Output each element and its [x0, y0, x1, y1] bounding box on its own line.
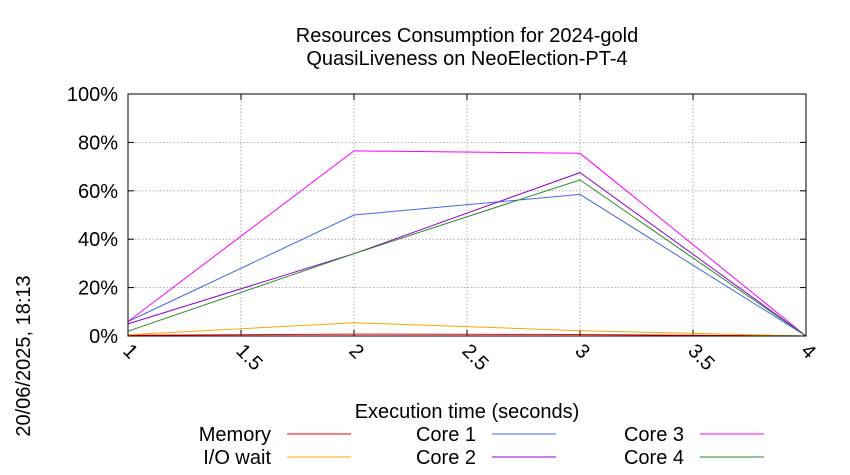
x-tick-label: 2.5: [457, 340, 492, 375]
x-axis-label: Execution time (seconds): [355, 401, 580, 423]
x-tick-label: 2: [344, 340, 367, 363]
legend-label: Core 4: [624, 447, 684, 469]
legend-label: Core 3: [624, 424, 684, 446]
chart-subtitle: QuasiLiveness on NeoElection-PT-4: [306, 48, 627, 70]
series-line-core-2: [127, 172, 807, 337]
x-tick-label: 3: [570, 340, 593, 363]
x-tick-label: 4: [796, 340, 819, 363]
series-line-core-4: [127, 179, 807, 337]
chart-title: Resources Consumption for 2024-gold: [296, 25, 638, 47]
x-tick-label: 1: [118, 340, 141, 363]
grid-lines: [128, 94, 806, 336]
y-tick-label: 20%: [78, 278, 118, 300]
series-line-i-o-wait: [127, 322, 807, 337]
legend-label: Core 2: [416, 447, 476, 469]
x-tick-label: 1.5: [231, 340, 266, 375]
x-tick-label: 3.5: [683, 340, 718, 375]
y-tick-label: 40%: [78, 229, 118, 251]
x-axis-ticks: 1 1.5 2 2.5 3 3.5 4: [118, 94, 820, 375]
y-tick-label: 80%: [78, 132, 118, 154]
series-line-core-3: [127, 150, 807, 337]
legend-label: Memory: [199, 424, 271, 446]
y-tick-label: 0%: [89, 326, 118, 348]
legend-label: I/O wait: [203, 447, 271, 469]
plot-frame: [127, 93, 807, 337]
series-line-memory: [127, 333, 807, 337]
y-tick-label: 60%: [78, 181, 118, 203]
series-lines: [127, 150, 807, 337]
y-tick-label: 100%: [67, 84, 118, 106]
series-line-core-1: [127, 193, 807, 337]
timestamp-label: 20/06/2025, 18:13: [13, 275, 35, 436]
legend-label: Core 1: [416, 424, 476, 446]
